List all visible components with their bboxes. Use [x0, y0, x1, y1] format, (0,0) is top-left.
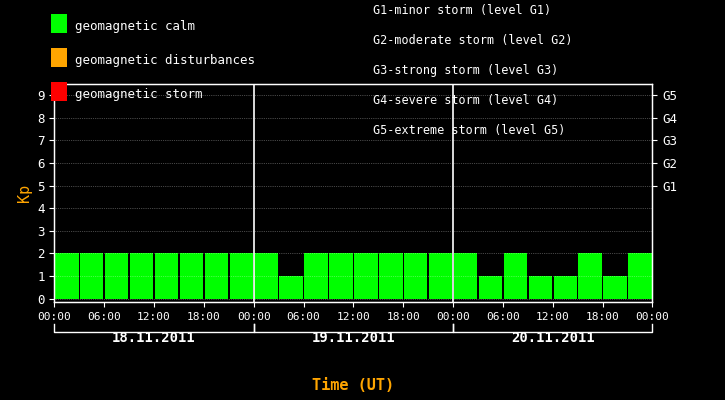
Text: Time (UT): Time (UT) — [312, 378, 394, 393]
Bar — [404, 254, 428, 299]
Y-axis label: Kp: Kp — [17, 184, 32, 202]
Bar — [454, 254, 477, 299]
Bar — [329, 254, 352, 299]
Bar — [504, 254, 527, 299]
Bar — [155, 254, 178, 299]
Text: geomagnetic calm: geomagnetic calm — [75, 20, 196, 33]
Bar — [254, 254, 278, 299]
Bar — [105, 254, 128, 299]
Bar — [180, 254, 203, 299]
Bar — [80, 254, 104, 299]
Bar — [529, 276, 552, 299]
Bar — [579, 254, 602, 299]
Bar — [603, 276, 627, 299]
Text: G1-minor storm (level G1): G1-minor storm (level G1) — [373, 4, 552, 17]
Bar — [629, 254, 652, 299]
Bar — [279, 276, 303, 299]
Text: 20.11.2011: 20.11.2011 — [511, 330, 594, 344]
Bar — [429, 254, 452, 299]
Text: G2-moderate storm (level G2): G2-moderate storm (level G2) — [373, 34, 573, 47]
Text: geomagnetic storm: geomagnetic storm — [75, 88, 203, 101]
Bar — [230, 254, 253, 299]
Text: 18.11.2011: 18.11.2011 — [112, 330, 196, 344]
Bar — [478, 276, 502, 299]
Bar — [379, 254, 402, 299]
Text: G4-severe storm (level G4): G4-severe storm (level G4) — [373, 94, 559, 107]
Bar — [355, 254, 378, 299]
Bar — [304, 254, 328, 299]
Text: geomagnetic disturbances: geomagnetic disturbances — [75, 54, 255, 67]
Text: G5-extreme storm (level G5): G5-extreme storm (level G5) — [373, 124, 566, 137]
Bar — [55, 254, 78, 299]
Bar — [554, 276, 577, 299]
Text: G3-strong storm (level G3): G3-strong storm (level G3) — [373, 64, 559, 77]
Bar — [204, 254, 228, 299]
Bar — [130, 254, 153, 299]
Text: 19.11.2011: 19.11.2011 — [312, 330, 395, 344]
